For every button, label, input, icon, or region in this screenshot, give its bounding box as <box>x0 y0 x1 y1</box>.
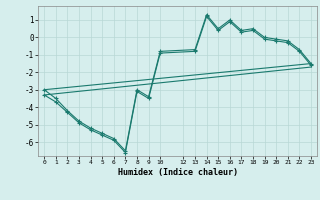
X-axis label: Humidex (Indice chaleur): Humidex (Indice chaleur) <box>118 168 238 177</box>
